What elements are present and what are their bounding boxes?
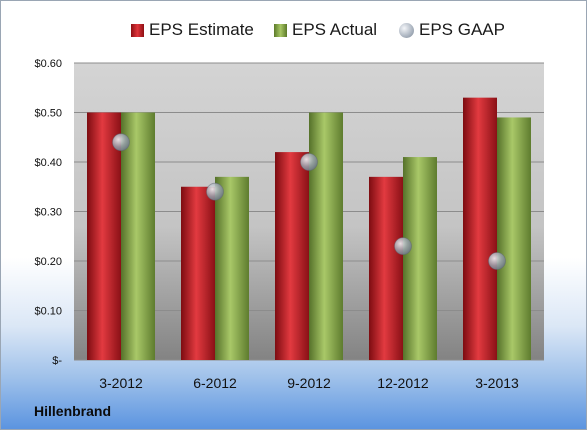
legend-swatch-actual [274, 23, 287, 37]
bar-eps-estimate [275, 152, 309, 360]
marker-eps-gaap [394, 237, 412, 256]
bar-eps-actual [497, 117, 531, 360]
legend-label-actual: EPS Actual [292, 20, 378, 39]
x-tick-label: 12-2012 [377, 375, 429, 391]
legend-item-eps-gaap: EPS GAAP [399, 17, 505, 43]
bar-eps-estimate [181, 186, 215, 360]
bar-eps-actual [309, 112, 343, 360]
legend-label-estimate: EPS Estimate [149, 20, 254, 39]
y-tick-label: $0.30 [34, 207, 62, 219]
legend-swatch-gaap [399, 22, 414, 38]
y-tick-label: $0.60 [34, 58, 62, 70]
chart-legend: EPS Estimate EPS Actual EPS GAAP [1, 17, 586, 43]
legend-label-gaap: EPS GAAP [419, 20, 505, 39]
bar-eps-actual [121, 112, 155, 360]
y-tick-label: $0.10 [34, 306, 62, 318]
y-axis-ticks: $- $0.10 $0.20 $0.30 $0.40 $0.50 $0.60 [34, 58, 62, 367]
bar-eps-actual [403, 157, 437, 360]
x-tick-label: 3-2013 [475, 375, 519, 391]
x-tick-label: 9-2012 [287, 375, 331, 391]
marker-eps-gaap [206, 182, 224, 201]
bars [87, 97, 531, 361]
company-name: Hillenbrand [34, 403, 112, 419]
y-tick-label: $- [52, 355, 62, 367]
legend-item-eps-actual: EPS Actual [274, 17, 377, 43]
bar-eps-estimate [87, 112, 121, 360]
x-tick-label: 6-2012 [193, 375, 237, 391]
bar-eps-estimate [369, 176, 403, 360]
legend-swatch-estimate [131, 23, 144, 37]
gaap-markers [112, 133, 506, 270]
marker-eps-gaap [300, 153, 318, 171]
y-tick-label: $0.50 [34, 108, 62, 120]
marker-eps-gaap [112, 133, 130, 152]
legend-item-eps-estimate: EPS Estimate [131, 17, 254, 43]
bar-eps-estimate [463, 97, 497, 361]
y-tick-label: $0.40 [34, 157, 62, 169]
marker-eps-gaap [488, 252, 506, 270]
bar-eps-actual [215, 176, 249, 360]
x-tick-label: 3-2012 [99, 375, 143, 391]
x-axis-ticks: 3-2012 6-2012 9-2012 12-2012 3-2013 [99, 375, 519, 391]
y-tick-label: $0.20 [34, 256, 62, 268]
